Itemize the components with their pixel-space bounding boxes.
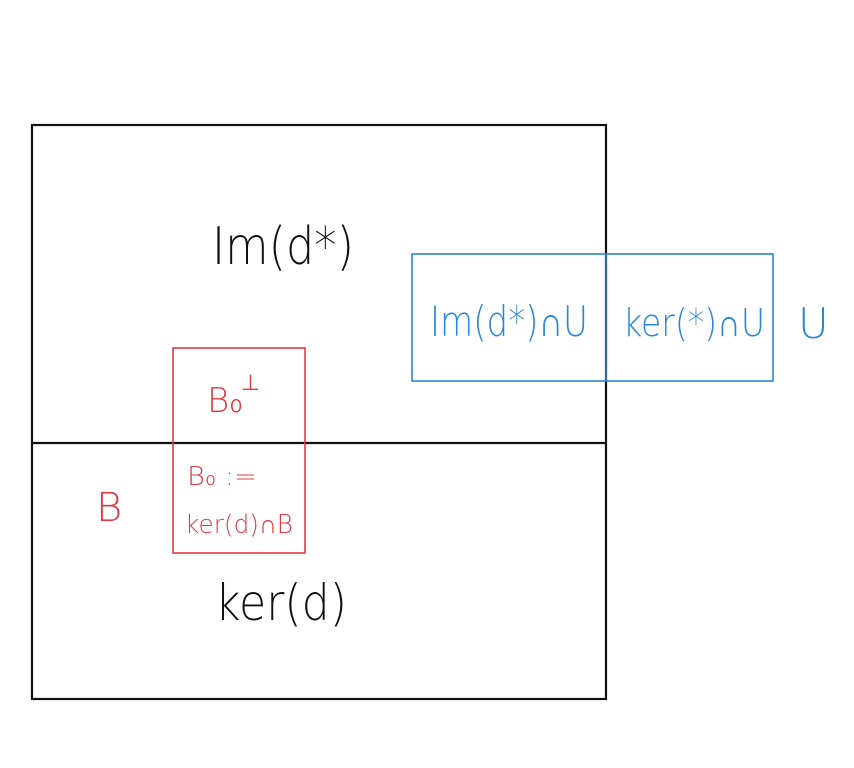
label-b0-def-line2: ker(d)∩B — [185, 510, 293, 540]
label-ker-d: ker(d) — [215, 574, 347, 632]
subspace-b-box — [172, 347, 306, 554]
label-u: U — [798, 299, 829, 348]
label-b0-perp-base: B₀ — [207, 381, 243, 421]
label-im-d-star: Im(d*) — [212, 217, 354, 277]
subspace-u-box — [411, 253, 774, 382]
label-ker-star-cap-u: ker(*)∩U — [623, 301, 765, 345]
label-b0-def-line1: B₀ := — [187, 462, 257, 492]
label-b0-perp-sup: ⊥ — [241, 371, 260, 396]
label-b: B — [96, 485, 122, 531]
label-b0-perp: B₀⊥ — [207, 371, 260, 421]
outer-space-box — [30, 123, 608, 701]
label-im-d-star-cap-u: Im(d*)∩U — [430, 297, 588, 346]
